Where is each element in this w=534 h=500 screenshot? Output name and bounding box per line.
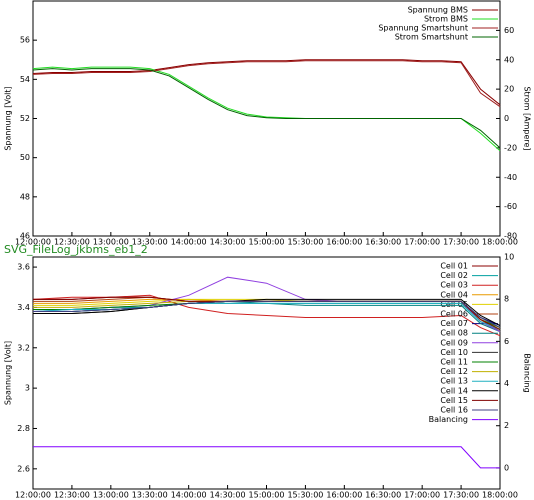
x-tick-label: 13:30:00 bbox=[132, 491, 168, 500]
legend-label: Balancing bbox=[429, 415, 468, 424]
y2-tick-label: 4 bbox=[504, 379, 509, 388]
y2-tick-label: -80 bbox=[504, 232, 517, 241]
series-line bbox=[32, 66, 501, 152]
y2-axis-label: Balancing bbox=[523, 353, 532, 392]
legend-label: Cell 07 bbox=[440, 319, 468, 328]
x-tick-label: 12:00:00 bbox=[15, 491, 51, 500]
y2-tick-label: 40 bbox=[504, 55, 514, 64]
x-tick-label: 13:00:00 bbox=[93, 491, 129, 500]
x-tick-label: 16:00:00 bbox=[326, 238, 362, 247]
x-tick-label: 17:00:00 bbox=[404, 238, 440, 247]
y2-tick-label: -20 bbox=[504, 143, 517, 152]
x-tick-label: 12:30:00 bbox=[54, 491, 90, 500]
y-tick-label: 50 bbox=[20, 153, 30, 162]
y-tick-label: 48 bbox=[20, 192, 30, 201]
y2-tick-label: -60 bbox=[504, 202, 517, 211]
x-tick-label: 12:30:00 bbox=[54, 238, 90, 247]
series-line bbox=[33, 296, 501, 333]
legend-label: Cell 08 bbox=[440, 329, 468, 338]
series-line bbox=[33, 296, 501, 333]
series-line bbox=[32, 60, 501, 108]
y2-tick-label: 6 bbox=[504, 337, 509, 346]
y-tick-label: 3.6 bbox=[17, 263, 30, 272]
x-tick-label: 16:30:00 bbox=[365, 491, 401, 500]
legend-label: Cell 10 bbox=[440, 348, 468, 357]
legend-label: Strom BMS bbox=[424, 15, 468, 24]
x-tick-label: 16:00:00 bbox=[326, 491, 362, 500]
series-line bbox=[32, 276, 501, 333]
y2-tick-label: 10 bbox=[504, 253, 514, 262]
legend-label: Cell 03 bbox=[440, 281, 468, 290]
y-tick-label: 3 bbox=[25, 384, 30, 393]
y-tick-label: 2.6 bbox=[17, 464, 30, 473]
x-tick-label: 14:30:00 bbox=[210, 491, 246, 500]
legend-label: Spannung BMS bbox=[408, 6, 468, 15]
legend-label: Strom Smartshunt bbox=[395, 33, 468, 42]
legend-label: Cell 13 bbox=[440, 377, 468, 386]
legend-label: Cell 04 bbox=[440, 290, 468, 299]
x-tick-label: 13:30:00 bbox=[132, 238, 168, 247]
y2-tick-label: 0 bbox=[504, 114, 509, 123]
legend-label: Cell 06 bbox=[440, 310, 468, 319]
x-tick-label: 13:00:00 bbox=[93, 238, 129, 247]
legend-label: Cell 01 bbox=[440, 262, 468, 271]
series-line bbox=[33, 300, 501, 329]
legend-label: Cell 12 bbox=[440, 367, 468, 376]
y2-tick-label: 2 bbox=[504, 421, 509, 430]
y2-tick-label: 8 bbox=[504, 295, 509, 304]
x-tick-label: 16:30:00 bbox=[365, 238, 401, 247]
legend-label: Cell 15 bbox=[440, 396, 468, 405]
series-line bbox=[33, 298, 501, 327]
x-tick-label: 15:00:00 bbox=[249, 238, 285, 247]
y2-axis-label: Strom [Ampere] bbox=[523, 86, 532, 150]
x-tick-label: 15:00:00 bbox=[249, 491, 285, 500]
y-tick-label: 3.4 bbox=[17, 303, 30, 312]
x-tick-label: 15:30:00 bbox=[287, 238, 323, 247]
y-tick-label: 3.2 bbox=[17, 343, 30, 352]
series-line bbox=[33, 446, 500, 469]
y2-tick-label: 20 bbox=[504, 85, 514, 94]
legend-label: Spannung Smartshunt bbox=[378, 24, 468, 33]
x-tick-label: 15:30:00 bbox=[287, 491, 323, 500]
x-tick-label: 18:00:00 bbox=[482, 491, 518, 500]
x-tick-label: 14:00:00 bbox=[171, 238, 207, 247]
legend-label: Cell 14 bbox=[440, 386, 468, 395]
y-tick-label: 56 bbox=[20, 36, 30, 45]
x-tick-label: 17:30:00 bbox=[443, 238, 479, 247]
y2-tick-label: -40 bbox=[504, 173, 517, 182]
x-tick-label: 17:30:00 bbox=[443, 491, 479, 500]
plot-area bbox=[32, 256, 501, 490]
series-line bbox=[32, 68, 501, 149]
y2-tick-label: 0 bbox=[504, 463, 509, 472]
y-tick-label: 54 bbox=[20, 75, 30, 84]
y2-tick-label: 60 bbox=[504, 26, 514, 35]
x-tick-label: 17:00:00 bbox=[404, 491, 440, 500]
legend-label: Cell 02 bbox=[440, 271, 468, 280]
y-axis-label: Spannung [Volt] bbox=[4, 86, 13, 150]
x-tick-label: 18:00:00 bbox=[482, 238, 518, 247]
chart-title: SVG_FileLog_jkbms_eb1_2 bbox=[4, 243, 148, 256]
legend-label: Cell 09 bbox=[440, 338, 468, 347]
y-axis-label: Spannung [Volt] bbox=[4, 341, 13, 405]
x-tick-label: 14:00:00 bbox=[171, 491, 207, 500]
series-line bbox=[32, 59, 501, 106]
y-tick-label: 52 bbox=[20, 114, 30, 123]
y-tick-label: 2.8 bbox=[17, 424, 30, 433]
legend-label: Cell 05 bbox=[440, 300, 468, 309]
legend-label: Cell 16 bbox=[440, 406, 468, 415]
legend-label: Cell 11 bbox=[440, 358, 468, 367]
x-tick-label: 14:30:00 bbox=[210, 238, 246, 247]
x-tick-label: 12:00:00 bbox=[15, 238, 51, 247]
y-tick-label: 46 bbox=[20, 232, 30, 241]
